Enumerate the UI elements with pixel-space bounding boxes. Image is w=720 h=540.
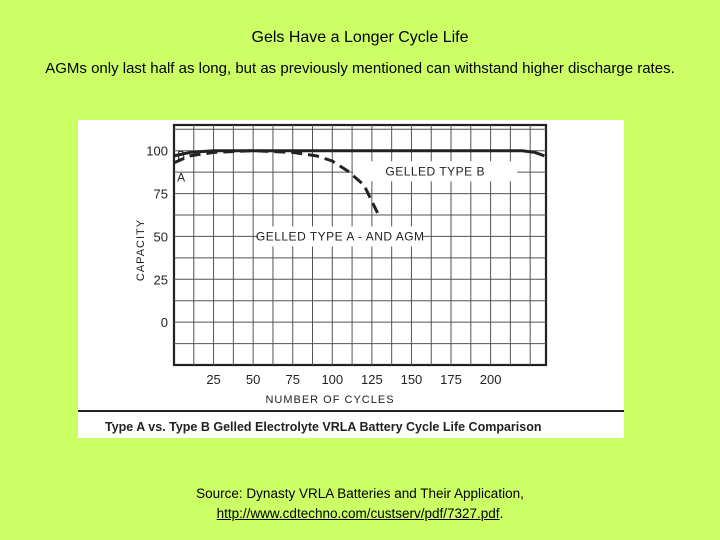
x-tick-label: 100 xyxy=(321,372,343,387)
x-tick-label: 125 xyxy=(361,372,383,387)
cycle-life-chart: 0 25 50 75 100 25 50 75 100 125 150 175 200 NUMBER OF… xyxy=(78,123,624,434)
series-end-label: B xyxy=(177,148,185,162)
series-line xyxy=(173,149,545,158)
y-tick-label: 75 xyxy=(154,187,168,202)
chart-figure: 0 25 50 75 100 25 50 75 100 125 150 175 200 NUMBER OF… xyxy=(78,120,624,438)
x-tick-label: 175 xyxy=(440,372,462,387)
y-tick-label: 50 xyxy=(154,229,168,244)
x-tick-label: 50 xyxy=(246,372,260,387)
x-axis-label: NUMBER OF CYCLES xyxy=(265,394,394,406)
series-name-label: GELLED TYPE A - AND AGM xyxy=(256,229,425,243)
y-tick-label: 25 xyxy=(154,272,168,287)
x-tick-label: 25 xyxy=(206,372,220,387)
chart-caption: Type A vs. Type B Gelled Electrolyte VRL… xyxy=(105,420,541,434)
source-end: . xyxy=(499,506,504,521)
source-link[interactable]: http://www.cdtechno.com/custserv/pdf/732… xyxy=(216,506,500,521)
source-note: Source: Dynasty VRLA Batteries and Their… xyxy=(0,484,720,524)
x-tick-label: 75 xyxy=(285,372,299,387)
y-tick-label: 100 xyxy=(146,144,168,159)
y-axis-label: CAPACITY xyxy=(135,219,147,281)
series-end-label: A xyxy=(177,171,185,185)
y-tick-label: 0 xyxy=(161,315,168,330)
slide-subtitle: AGMs only last half as long, but as prev… xyxy=(45,60,675,77)
source-text: Source: Dynasty VRLA Batteries and Their… xyxy=(196,486,524,501)
series-name-backdrop xyxy=(258,226,423,247)
series-name-label: GELLED TYPE B xyxy=(385,164,485,178)
series-name-backdrop xyxy=(353,161,518,182)
series-line xyxy=(173,149,382,219)
x-tick-label: 200 xyxy=(480,372,502,387)
slide-title: Gels Have a Longer Cycle Life xyxy=(251,29,469,46)
x-tick-label: 150 xyxy=(401,372,423,387)
